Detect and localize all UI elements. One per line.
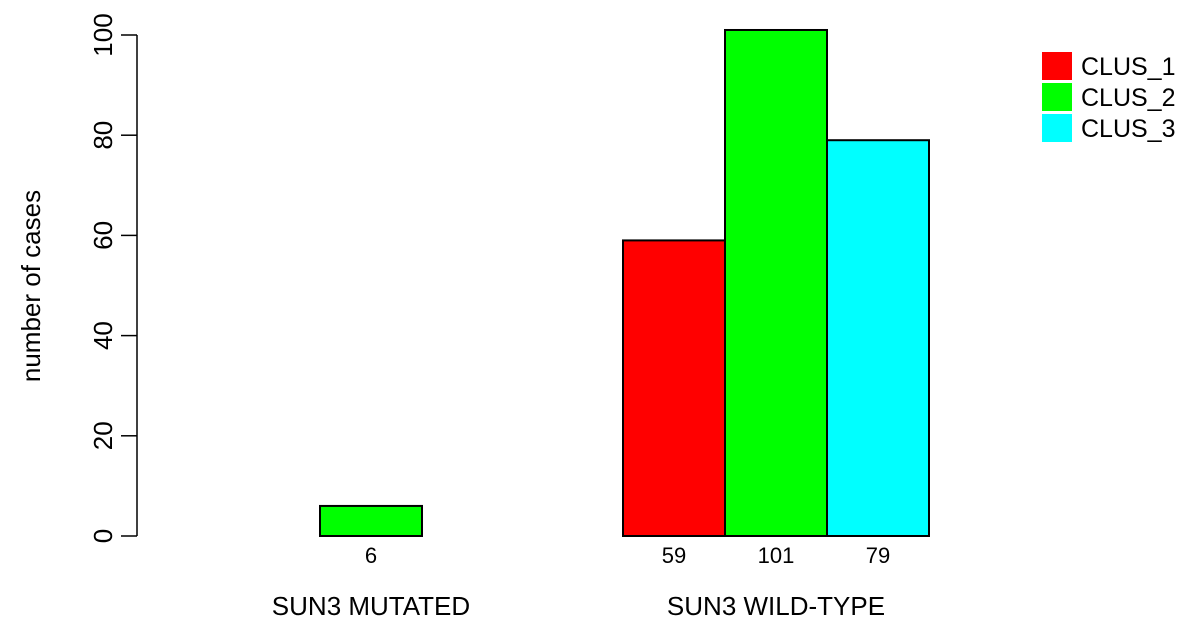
category-labels: SUN3 MUTATED SUN3 WILD-TYPE bbox=[272, 591, 885, 618]
bar-value-label: 6 bbox=[365, 543, 377, 568]
legend-label: CLUS_2 bbox=[1081, 84, 1176, 112]
y-axis-label: number of cases bbox=[16, 190, 46, 382]
bar-value-label: 101 bbox=[758, 543, 795, 568]
legend-swatch-clus-2 bbox=[1042, 83, 1072, 111]
y-tick-label: 20 bbox=[88, 421, 118, 450]
legend-swatch-clus-3 bbox=[1042, 114, 1072, 142]
bar-clus-3 bbox=[826, 139, 930, 538]
legend-swatch-clus-1 bbox=[1042, 52, 1072, 80]
y-tick-label: 80 bbox=[88, 121, 118, 150]
y-tick-label: 100 bbox=[88, 13, 118, 56]
bar-clus-2 bbox=[319, 504, 423, 538]
bar-clus-2 bbox=[724, 28, 828, 538]
category-label: SUN3 MUTATED bbox=[272, 591, 470, 618]
bar-value-label: 79 bbox=[866, 543, 890, 568]
legend: CLUS_1 CLUS_2 CLUS_3 bbox=[1042, 52, 1176, 143]
value-labels: 6 59 101 79 bbox=[365, 543, 890, 568]
legend-label: CLUS_1 bbox=[1081, 53, 1176, 81]
y-tick-label: 60 bbox=[88, 221, 118, 250]
category-label: SUN3 WILD-TYPE bbox=[667, 591, 885, 618]
bar-value-label: 59 bbox=[662, 543, 686, 568]
bar-clus-1 bbox=[622, 239, 726, 537]
legend-label: CLUS_3 bbox=[1081, 115, 1176, 143]
y-axis: 0 20 40 60 80 100 bbox=[88, 13, 138, 543]
bars bbox=[319, 28, 930, 538]
y-tick-label: 40 bbox=[88, 321, 118, 350]
y-tick-label: 0 bbox=[88, 529, 118, 543]
